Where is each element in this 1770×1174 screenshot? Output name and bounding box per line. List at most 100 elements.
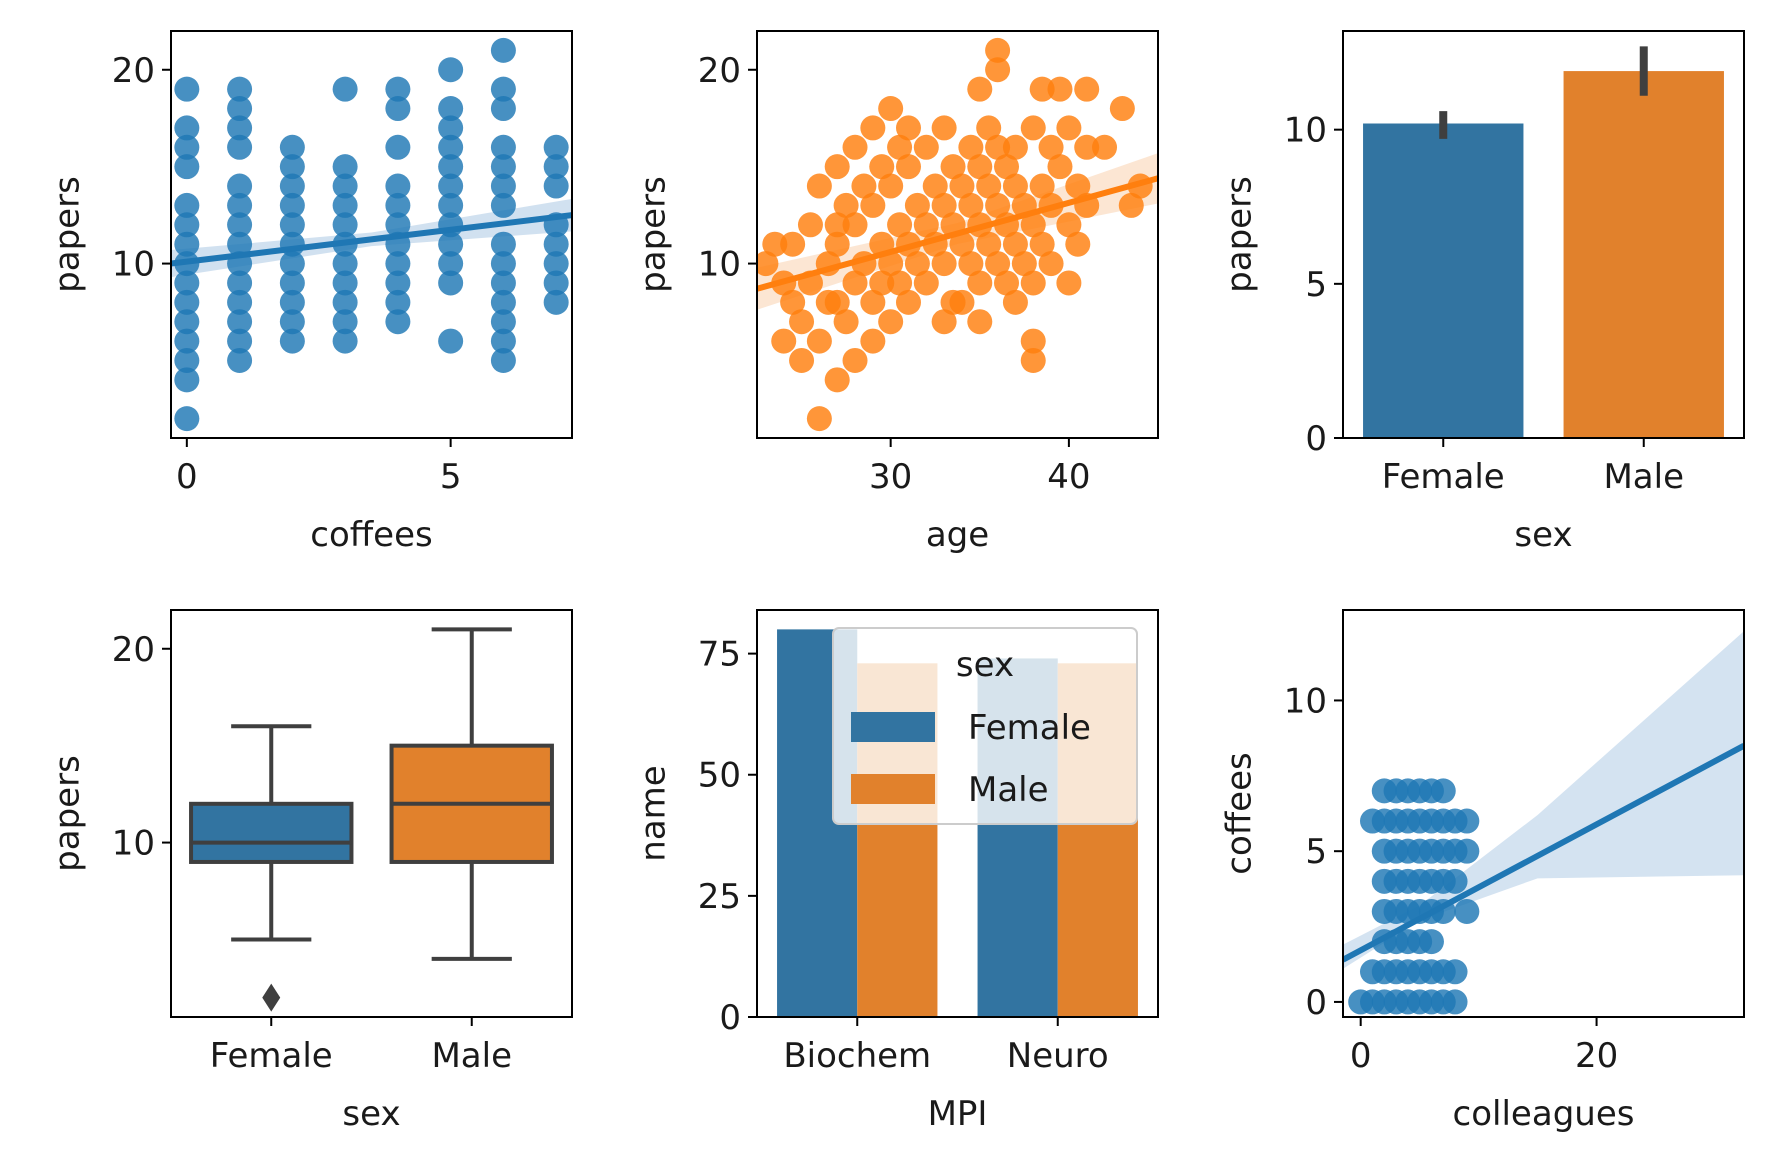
data-point <box>1002 231 1028 257</box>
data-point <box>842 347 868 373</box>
data-point <box>860 328 886 354</box>
plot-area <box>1343 631 1744 1015</box>
data-point <box>1056 115 1082 141</box>
data-point <box>1109 96 1135 122</box>
bar <box>1363 123 1524 438</box>
data-point <box>1065 173 1091 199</box>
data-point <box>780 231 806 257</box>
data-point <box>227 76 253 102</box>
legend-swatch <box>851 774 935 804</box>
y-tick-label: 0 <box>719 998 741 1038</box>
data-point <box>490 347 516 373</box>
data-point <box>869 270 895 296</box>
data-point <box>174 270 200 296</box>
axes-frame <box>1342 609 1745 1018</box>
data-point <box>438 57 464 83</box>
y-tick-label: 0 <box>1305 983 1327 1023</box>
data-point <box>438 115 464 141</box>
data-point <box>385 289 411 315</box>
y-tick-label: 10 <box>1284 681 1327 721</box>
x-tick-label: 20 <box>1575 1036 1618 1076</box>
data-point <box>174 154 200 180</box>
data-point <box>958 134 984 160</box>
data-point <box>279 173 305 199</box>
data-point <box>869 154 895 180</box>
data-point <box>887 270 913 296</box>
y-axis-label: name <box>634 765 674 861</box>
data-point <box>940 289 966 315</box>
data-point <box>797 212 823 238</box>
data-point <box>174 289 200 315</box>
data-point <box>806 406 832 432</box>
data-point <box>1047 154 1073 180</box>
data-point <box>490 309 516 335</box>
data-point <box>227 347 253 373</box>
data-point <box>543 154 569 180</box>
data-point <box>1011 251 1037 277</box>
data-point <box>994 270 1020 296</box>
data-point <box>931 115 957 141</box>
data-point <box>332 212 358 238</box>
data-point <box>279 289 305 315</box>
data-point <box>1038 251 1064 277</box>
data-point <box>833 192 859 218</box>
data-point <box>842 212 868 238</box>
data-point <box>976 173 1002 199</box>
data-point <box>543 251 569 277</box>
data-point <box>1418 929 1444 955</box>
data-point <box>789 309 815 335</box>
data-point <box>1065 231 1091 257</box>
x-axis-label: age <box>926 515 989 555</box>
data-point <box>1056 212 1082 238</box>
data-point <box>931 309 957 335</box>
y-tick-label: 5 <box>1305 265 1327 305</box>
data-point <box>174 367 200 393</box>
data-point <box>279 212 305 238</box>
x-tick-label: 30 <box>869 457 912 497</box>
data-point <box>227 289 253 315</box>
data-point <box>895 154 921 180</box>
axes-frame <box>756 609 1159 1018</box>
countplot-panel: sex Female Male 0 25 50 75 Biochem Neuro MPI name <box>634 609 1159 1134</box>
data-point <box>490 328 516 354</box>
data-point <box>174 212 200 238</box>
data-point <box>385 76 411 102</box>
data-point <box>227 96 253 122</box>
data-point <box>958 251 984 277</box>
data-point <box>985 37 1011 63</box>
data-point <box>904 192 930 218</box>
data-point <box>490 289 516 315</box>
data-point <box>490 37 516 63</box>
data-point <box>438 192 464 218</box>
data-point <box>887 134 913 160</box>
data-point <box>543 289 569 315</box>
data-point <box>931 251 957 277</box>
regression-line <box>1343 743 1744 963</box>
data-point <box>958 192 984 218</box>
data-point <box>967 76 993 102</box>
data-point <box>438 96 464 122</box>
regression-line <box>171 212 572 267</box>
data-point <box>227 192 253 218</box>
data-point <box>490 192 516 218</box>
data-point <box>385 173 411 199</box>
data-point <box>227 309 253 335</box>
data-point <box>1020 328 1046 354</box>
regression-line <box>757 175 1158 292</box>
y-axis-label: papers <box>48 176 88 293</box>
data-point <box>1118 192 1144 218</box>
data-point <box>985 134 1011 160</box>
data-point <box>490 251 516 277</box>
data-point <box>1020 347 1046 373</box>
x-tick-label: Female <box>1382 457 1505 497</box>
y-tick-label: 75 <box>698 635 741 675</box>
x-axis-label: MPI <box>928 1094 988 1134</box>
data-point <box>1029 76 1055 102</box>
data-point <box>174 328 200 354</box>
data-point <box>385 251 411 277</box>
x-axis-label: colleagues <box>1453 1094 1635 1134</box>
data-point <box>279 154 305 180</box>
data-point <box>174 309 200 335</box>
x-tick-label: 5 <box>440 457 462 497</box>
